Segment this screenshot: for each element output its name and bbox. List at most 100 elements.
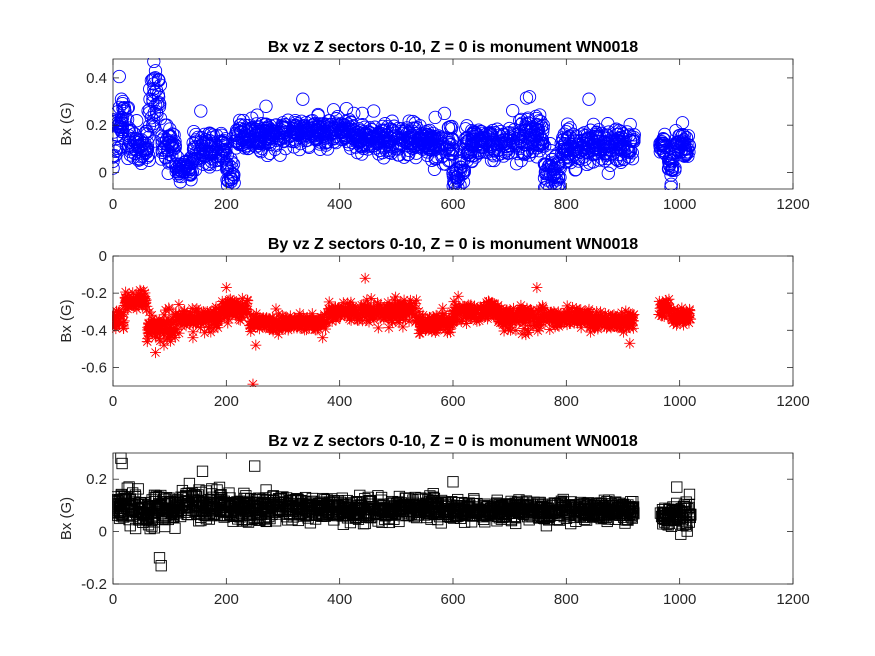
data-point [453, 304, 465, 316]
data-point [494, 309, 506, 321]
data-point [112, 149, 122, 163]
data-point [140, 136, 155, 150]
data-point [307, 313, 319, 325]
data-point [568, 163, 582, 177]
data-point [680, 309, 692, 321]
data-point [183, 477, 196, 490]
data-point [607, 319, 619, 331]
data-point [152, 316, 164, 328]
data-point [146, 309, 158, 321]
data-point [260, 315, 272, 327]
data-point [514, 311, 526, 323]
data-point [260, 322, 272, 334]
data-point [427, 162, 442, 176]
data-point [220, 282, 232, 294]
data-point [148, 64, 163, 78]
data-point [150, 107, 164, 121]
x-tick-label: 1200 [776, 196, 809, 213]
data-point [414, 324, 426, 336]
data-point [265, 501, 278, 513]
data-point [120, 493, 133, 505]
data-point [303, 318, 315, 330]
data-point [216, 302, 228, 314]
data-point [187, 317, 199, 329]
data-point [122, 300, 134, 312]
data-series [112, 452, 697, 572]
data-point [498, 308, 510, 320]
data-point [350, 145, 365, 160]
data-point [158, 339, 170, 351]
data-point [165, 137, 180, 152]
data-point [317, 332, 329, 344]
data-point [146, 494, 158, 506]
data-point [154, 324, 166, 336]
data-point [453, 302, 465, 314]
data-point [181, 309, 193, 321]
data-point [183, 312, 195, 324]
data-point [432, 501, 444, 514]
data-point [309, 318, 321, 330]
data-point [368, 307, 380, 319]
data-point [139, 287, 151, 299]
data-point [682, 138, 696, 152]
data-point [268, 323, 280, 335]
data-point [548, 312, 560, 324]
data-point [570, 313, 582, 325]
data-point [616, 322, 628, 334]
data-point [516, 328, 528, 340]
data-point [516, 308, 528, 320]
data-point [494, 317, 506, 329]
chart-title: Bx vz Z sectors 0-10, Z = 0 is monument … [268, 39, 638, 56]
data-point [561, 142, 576, 156]
data-point [355, 106, 369, 121]
data-point [461, 506, 473, 518]
data-point [561, 300, 573, 312]
data-point [558, 311, 570, 323]
data-point [460, 132, 474, 146]
data-point [549, 307, 561, 319]
data-point [611, 153, 625, 168]
data-point [148, 489, 161, 501]
data-point [535, 510, 548, 522]
data-point [442, 143, 457, 157]
data-point [160, 304, 172, 316]
data-point [133, 292, 145, 304]
data-point [187, 326, 199, 338]
data-point [196, 147, 211, 162]
data-point [656, 307, 668, 319]
data-point [582, 92, 596, 106]
data-point [435, 497, 447, 509]
data-point [367, 104, 381, 118]
data-point [437, 106, 452, 121]
data-point [616, 307, 628, 319]
data-point [114, 506, 126, 518]
data-point [418, 509, 431, 521]
data-point [408, 116, 422, 130]
data-point [379, 305, 391, 317]
data-point [341, 494, 353, 507]
data-point [288, 115, 303, 130]
data-point [431, 324, 443, 336]
data-point [410, 502, 422, 514]
data-point [476, 504, 489, 517]
data-point [320, 323, 332, 335]
data-point [355, 126, 370, 141]
data-point [175, 312, 187, 324]
data-point [203, 160, 217, 174]
data-point [211, 318, 223, 330]
data-point [428, 110, 442, 125]
data-point [224, 172, 238, 186]
data-point [684, 305, 696, 317]
data-point [347, 106, 361, 121]
data-point [437, 302, 449, 314]
data-point [386, 307, 398, 319]
data-point [653, 295, 665, 307]
data-point [385, 314, 397, 326]
data-point [521, 302, 533, 314]
data-point [501, 310, 513, 322]
data-point [363, 121, 377, 135]
x-tick-label: 0 [109, 196, 117, 213]
data-point [393, 502, 406, 515]
data-point [450, 170, 464, 184]
y-tick-label: -0.4 [81, 322, 107, 339]
